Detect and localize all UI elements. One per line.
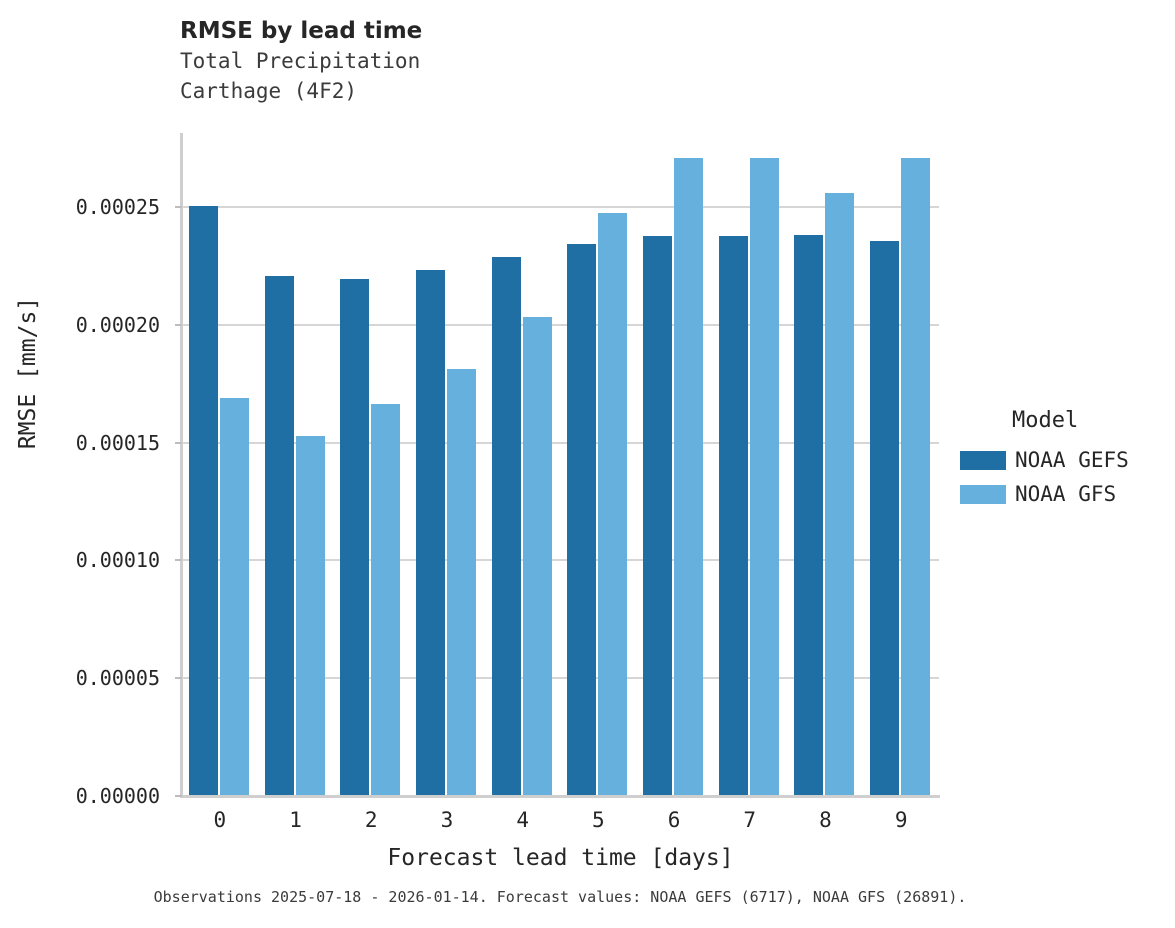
bar[interactable] [219,398,249,795]
x-tick-label: 8 [819,808,832,832]
chart-subtitle-variable: Total Precipitation [180,49,421,73]
bar[interactable] [794,234,824,795]
legend-swatch-icon [960,450,1006,470]
bar[interactable] [340,278,370,795]
gridline [182,559,939,562]
x-tick-label: 6 [667,808,681,832]
y-tick-mark [175,795,182,797]
chart-subtitle-location: Carthage (4F2) [180,79,358,103]
y-tick-label: 0.00025 [75,195,160,220]
x-tick-label: 2 [364,808,378,832]
gridline [182,323,939,326]
y-tick-label: 0.00020 [75,312,160,337]
x-axis-title: Forecast lead time [days] [387,845,734,871]
plot-area [175,133,939,797]
y-tick-mark [175,206,182,209]
bar[interactable] [718,235,748,795]
gridline [182,441,939,444]
legend: Model NOAA GEFS NOAA GFS [960,408,1170,511]
bar[interactable] [674,157,704,795]
bar[interactable] [188,206,218,795]
bar[interactable] [825,193,855,795]
y-tick-mark [175,441,182,444]
bar[interactable] [491,256,521,795]
legend-item[interactable]: NOAA GFS [960,477,1170,511]
y-tick-mark [175,323,182,326]
legend-item[interactable]: NOAA GEFS [960,443,1170,477]
y-tick-mark [175,559,182,562]
x-tick-label: 7 [743,808,757,832]
bar[interactable] [870,240,900,795]
legend-entries: NOAA GEFS NOAA GFS [960,443,1170,511]
bar[interactable] [643,236,673,795]
gridline [182,677,939,680]
bar[interactable] [371,403,401,795]
bar[interactable] [901,157,931,795]
bar[interactable] [598,213,628,795]
bar[interactable] [415,269,445,795]
footer-note: Observations 2025-07-18 - 2026-01-14. Fo… [153,888,967,906]
legend-swatch-icon [960,484,1006,504]
gridline [182,206,939,209]
bar[interactable] [295,435,325,795]
x-tick-label: 5 [592,808,605,832]
y-tick-label: 0.00000 [75,784,160,808]
x-tick-label: 4 [516,808,529,832]
bar[interactable] [749,157,779,795]
y-tick-label: 0.00010 [75,548,160,573]
legend-item-label: NOAA GFS [1015,482,1117,506]
y-axis-line [180,133,183,798]
bar[interactable] [567,243,597,795]
bar[interactable] [264,275,294,795]
x-tick-label: 0 [213,808,227,832]
x-axis-line [180,795,940,798]
legend-item-label: NOAA GEFS [1015,448,1129,472]
bar[interactable] [522,316,552,795]
y-tick-label: 0.00015 [75,430,160,455]
x-tick-label: 3 [440,808,454,832]
x-tick-label: 1 [289,808,302,832]
legend-title: Model [1012,408,1079,433]
x-tick-label: 9 [894,808,908,832]
y-tick-label: 0.00005 [75,666,160,691]
bar[interactable] [446,369,476,795]
page-title: RMSE by lead time [180,18,423,44]
chart-title-block: RMSE by lead time Total Precipitation Ca… [180,16,940,106]
y-tick-mark [175,677,182,680]
y-axis-title: RMSE [mm/s] [15,296,41,450]
